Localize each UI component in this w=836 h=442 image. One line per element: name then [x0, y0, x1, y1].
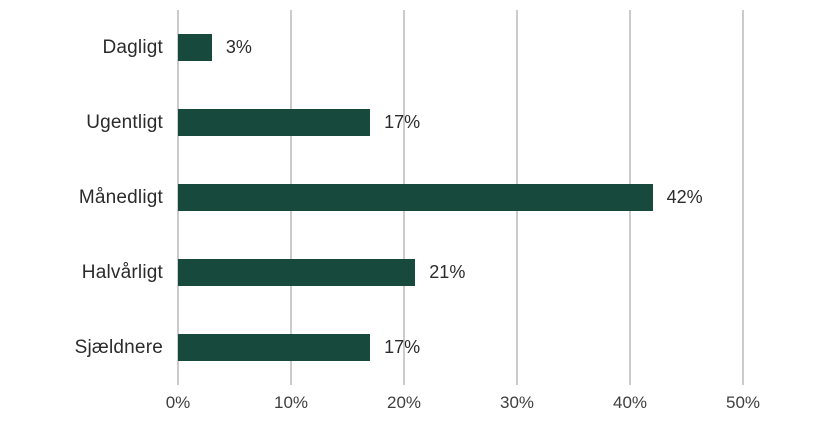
category-label: Dagligt — [102, 36, 163, 58]
category-label: Ugentligt — [86, 111, 163, 133]
bar-group: 3% — [178, 34, 252, 61]
x-tick-label: 0% — [165, 393, 191, 412]
category-label: Sjældnere — [74, 336, 163, 358]
bar — [178, 184, 653, 211]
bar — [178, 109, 371, 136]
category-label: Halvårligt — [81, 261, 163, 283]
bar-row: Sjældnere 17% — [0, 310, 836, 385]
bar-group: 17% — [178, 334, 420, 361]
bar-row: Halvårligt 21% — [0, 235, 836, 310]
x-tick-label: 10% — [273, 393, 309, 412]
bar — [178, 259, 416, 286]
category-label: Månedligt — [78, 186, 163, 208]
bar — [178, 34, 212, 61]
value-label: 3% — [225, 37, 252, 57]
bar-group: 17% — [178, 109, 420, 136]
x-tick-label: 40% — [612, 393, 648, 412]
bar — [178, 334, 371, 361]
value-label: 17% — [384, 337, 421, 357]
x-tick-label: 30% — [499, 393, 535, 412]
bar-group: 42% — [178, 184, 703, 211]
x-tick-label: 50% — [725, 393, 761, 412]
x-tick-label: 20% — [386, 393, 422, 412]
bar-group: 21% — [178, 259, 465, 286]
value-label: 21% — [429, 262, 466, 282]
value-label: 42% — [666, 187, 703, 207]
gridline — [742, 10, 744, 385]
bar-row: Dagligt 3% — [0, 10, 836, 85]
bar-row: Månedligt 42% — [0, 160, 836, 235]
value-label: 17% — [384, 112, 421, 132]
bar-row: Ugentligt 17% — [0, 85, 836, 160]
